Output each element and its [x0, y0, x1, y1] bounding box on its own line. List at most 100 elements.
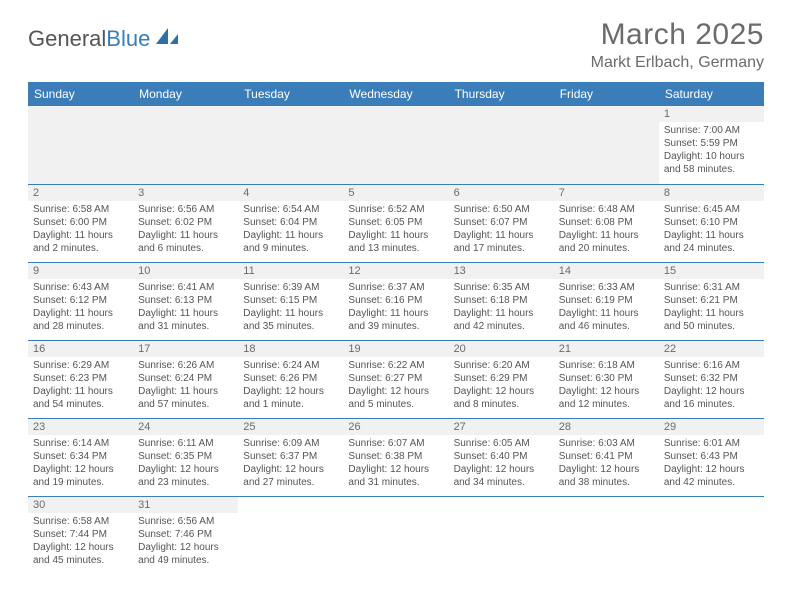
daylight-text: Daylight: 11 hours and 42 minutes.	[454, 307, 549, 333]
weekday-header-row: Sunday Monday Tuesday Wednesday Thursday…	[28, 82, 764, 106]
daylight-text: Daylight: 12 hours and 38 minutes.	[559, 463, 654, 489]
sunset-text: Sunset: 5:59 PM	[664, 137, 759, 150]
daylight-text: Daylight: 12 hours and 1 minute.	[243, 385, 338, 411]
day-number: 9	[28, 263, 133, 279]
calendar-cell: 24Sunrise: 6:11 AMSunset: 6:35 PMDayligh…	[133, 418, 238, 496]
daylight-text: Daylight: 12 hours and 31 minutes.	[348, 463, 443, 489]
sunset-text: Sunset: 6:27 PM	[348, 372, 443, 385]
calendar-cell: 1Sunrise: 7:00 AMSunset: 5:59 PMDaylight…	[659, 106, 764, 184]
calendar-cell: 3Sunrise: 6:56 AMSunset: 6:02 PMDaylight…	[133, 184, 238, 262]
sunset-text: Sunset: 6:15 PM	[243, 294, 338, 307]
sunrise-text: Sunrise: 6:24 AM	[243, 359, 338, 372]
daylight-text: Daylight: 11 hours and 13 minutes.	[348, 229, 443, 255]
sunrise-text: Sunrise: 6:43 AM	[33, 281, 128, 294]
day-number: 15	[659, 263, 764, 279]
sunset-text: Sunset: 6:08 PM	[559, 216, 654, 229]
sunrise-text: Sunrise: 6:50 AM	[454, 203, 549, 216]
day-number: 26	[343, 419, 448, 435]
sunset-text: Sunset: 6:34 PM	[33, 450, 128, 463]
sunset-text: Sunset: 7:46 PM	[138, 528, 233, 541]
calendar-cell: 5Sunrise: 6:52 AMSunset: 6:05 PMDaylight…	[343, 184, 448, 262]
sunrise-text: Sunrise: 6:58 AM	[33, 515, 128, 528]
sunrise-text: Sunrise: 6:26 AM	[138, 359, 233, 372]
sunset-text: Sunset: 6:12 PM	[33, 294, 128, 307]
daylight-text: Daylight: 12 hours and 45 minutes.	[33, 541, 128, 567]
calendar-cell	[449, 496, 554, 574]
sunset-text: Sunset: 6:43 PM	[664, 450, 759, 463]
day-number: 27	[449, 419, 554, 435]
sunrise-text: Sunrise: 6:18 AM	[559, 359, 654, 372]
calendar-cell: 28Sunrise: 6:03 AMSunset: 6:41 PMDayligh…	[554, 418, 659, 496]
sunrise-text: Sunrise: 6:01 AM	[664, 437, 759, 450]
day-number: 13	[449, 263, 554, 279]
calendar-cell	[238, 496, 343, 574]
logo: GeneralBlue	[28, 18, 180, 52]
title-block: March 2025 Markt Erlbach, Germany	[591, 18, 764, 72]
sunrise-text: Sunrise: 7:00 AM	[664, 124, 759, 137]
daylight-text: Daylight: 12 hours and 5 minutes.	[348, 385, 443, 411]
daylight-text: Daylight: 11 hours and 39 minutes.	[348, 307, 443, 333]
location: Markt Erlbach, Germany	[591, 54, 764, 72]
day-number: 31	[133, 497, 238, 513]
day-number: 7	[554, 185, 659, 201]
calendar-week-row: 9 Sunrise: 6:43 AMSunset: 6:12 PM Daylight…	[28, 262, 764, 340]
calendar-cell: 25Sunrise: 6:09 AMSunset: 6:37 PMDayligh…	[238, 418, 343, 496]
daylight-text: Daylight: 11 hours and 6 minutes.	[138, 229, 233, 255]
calendar-cell: 8Sunrise: 6:45 AMSunset: 6:10 PMDaylight…	[659, 184, 764, 262]
daylight-text: Daylight: 12 hours and 49 minutes.	[138, 541, 233, 567]
day-number: 23	[28, 419, 133, 435]
day-number: 20	[449, 341, 554, 357]
daylight-text: Daylight: 11 hours and 17 minutes.	[454, 229, 549, 255]
day-number: 22	[659, 341, 764, 357]
sunset-text: Sunset: 6:23 PM	[33, 372, 128, 385]
sunrise-text: Sunrise: 6:48 AM	[559, 203, 654, 216]
calendar-table: Sunday Monday Tuesday Wednesday Thursday…	[28, 82, 764, 574]
day-number: 1	[659, 106, 764, 122]
calendar-cell: 20Sunrise: 6:20 AMSunset: 6:29 PMDayligh…	[449, 340, 554, 418]
sunrise-text: Sunrise: 6:16 AM	[664, 359, 759, 372]
daylight-text: Daylight: 12 hours and 12 minutes.	[559, 385, 654, 411]
daylight-text: Daylight: 11 hours and 2 minutes.	[33, 229, 128, 255]
daylight-text: Daylight: 11 hours and 50 minutes.	[664, 307, 759, 333]
day-number: 29	[659, 419, 764, 435]
daylight-text: Daylight: 11 hours and 46 minutes.	[559, 307, 654, 333]
day-number: 14	[554, 263, 659, 279]
calendar-cell: 26Sunrise: 6:07 AMSunset: 6:38 PMDayligh…	[343, 418, 448, 496]
calendar-cell: 29Sunrise: 6:01 AMSunset: 6:43 PMDayligh…	[659, 418, 764, 496]
calendar-cell: 12Sunrise: 6:37 AMSunset: 6:16 PMDayligh…	[343, 262, 448, 340]
daylight-text: Daylight: 11 hours and 20 minutes.	[559, 229, 654, 255]
sunrise-text: Sunrise: 6:31 AM	[664, 281, 759, 294]
calendar-cell: 23Sunrise: 6:14 AMSunset: 6:34 PMDayligh…	[28, 418, 133, 496]
calendar-cell	[343, 106, 448, 184]
calendar-page: GeneralBlue March 2025 Markt Erlbach, Ge…	[0, 0, 792, 592]
sunset-text: Sunset: 6:40 PM	[454, 450, 549, 463]
sunset-text: Sunset: 6:18 PM	[454, 294, 549, 307]
day-number: 2	[28, 185, 133, 201]
sunrise-text: Sunrise: 6:33 AM	[559, 281, 654, 294]
calendar-cell: 11Sunrise: 6:39 AMSunset: 6:15 PMDayligh…	[238, 262, 343, 340]
calendar-cell: 31 Sunrise: 6:56 AMSunset: 7:46 PMDayligh…	[133, 496, 238, 574]
calendar-cell: 10Sunrise: 6:41 AMSunset: 6:13 PMDayligh…	[133, 262, 238, 340]
calendar-cell: 27Sunrise: 6:05 AMSunset: 6:40 PMDayligh…	[449, 418, 554, 496]
calendar-cell: 16Sunrise: 6:29 AMSunset: 6:23 PMDayligh…	[28, 340, 133, 418]
day-number: 10	[133, 263, 238, 279]
sunrise-text: Sunrise: 6:56 AM	[138, 515, 233, 528]
sunset-text: Sunset: 6:19 PM	[559, 294, 654, 307]
sunrise-text: Sunrise: 6:52 AM	[348, 203, 443, 216]
daylight-text: Daylight: 11 hours and 9 minutes.	[243, 229, 338, 255]
sunrise-text: Sunrise: 6:39 AM	[243, 281, 338, 294]
calendar-cell	[133, 106, 238, 184]
day-number: 18	[238, 341, 343, 357]
calendar-body: 1 Sunrise: 7:00 AMSunset: 5:59 PM Daylight…	[28, 106, 764, 574]
day-number: 4	[238, 185, 343, 201]
sunset-text: Sunset: 6:10 PM	[664, 216, 759, 229]
day-number: 8	[659, 185, 764, 201]
sunset-text: Sunset: 6:04 PM	[243, 216, 338, 229]
sunset-text: Sunset: 6:24 PM	[138, 372, 233, 385]
page-header: GeneralBlue March 2025 Markt Erlbach, Ge…	[28, 18, 764, 72]
day-number: 19	[343, 341, 448, 357]
daylight-text: Daylight: 12 hours and 23 minutes.	[138, 463, 233, 489]
calendar-cell	[238, 106, 343, 184]
day-number: 12	[343, 263, 448, 279]
daylight-text: Daylight: 11 hours and 35 minutes.	[243, 307, 338, 333]
